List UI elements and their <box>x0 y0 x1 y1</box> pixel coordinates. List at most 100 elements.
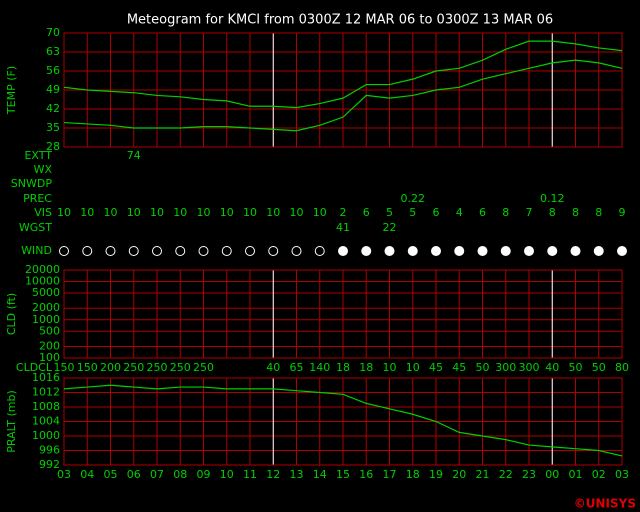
row-label: EXTT <box>24 149 52 162</box>
y-tick-label: 1000 <box>32 429 60 442</box>
station-circle <box>268 246 279 256</box>
row-value: 45 <box>429 361 443 374</box>
row-value: 10 <box>197 206 211 219</box>
station-circle <box>152 246 162 256</box>
x-tick-label: 01 <box>569 468 583 481</box>
y-tick-label: 10000 <box>25 275 60 288</box>
row-value: 8 <box>502 206 509 219</box>
x-tick-label: 11 <box>243 468 257 481</box>
x-tick-label: 04 <box>80 468 94 481</box>
x-tick-label: 16 <box>359 468 373 481</box>
station-circle <box>454 246 465 256</box>
x-tick-label: 18 <box>406 468 420 481</box>
row-value: 50 <box>476 361 490 374</box>
station-circle <box>361 246 372 256</box>
station-circle <box>59 246 69 256</box>
y-tick-label: 1012 <box>32 386 60 399</box>
y-tick-label: 100 <box>39 351 60 364</box>
station-circle <box>128 246 139 256</box>
series-line <box>63 40 623 109</box>
x-tick-label: 21 <box>476 468 490 481</box>
x-tick-label: 05 <box>104 468 118 481</box>
y-tick-label: 1004 <box>32 415 60 428</box>
y-tick-label: 500 <box>39 324 60 337</box>
y-tick-label: 1008 <box>32 400 60 413</box>
station-circle <box>524 246 534 256</box>
row-value: 50 <box>569 361 583 374</box>
x-tick-label: 00 <box>545 468 559 481</box>
row-value: 10 <box>57 206 71 219</box>
y-tick-label: 200 <box>39 339 60 352</box>
station-circle <box>245 246 255 256</box>
row-value: 10 <box>104 206 118 219</box>
x-tick-label: 10 <box>220 468 234 481</box>
row-value: 5 <box>409 206 416 219</box>
row-value: 250 <box>170 361 191 374</box>
y-tick-label: 5000 <box>32 286 60 299</box>
y-axis-label: CLD (ft) <box>5 293 18 335</box>
station-circle <box>570 246 581 256</box>
row-value: 10 <box>313 206 327 219</box>
row-value: 18 <box>336 361 350 374</box>
y-tick-label: 1016 <box>32 371 60 384</box>
row-value: 8 <box>572 206 579 219</box>
x-tick-label: 17 <box>383 468 397 481</box>
station-circle <box>314 246 325 256</box>
station-circle <box>82 246 93 256</box>
series-line <box>63 384 623 457</box>
chart-title: Meteogram for KMCI from 0300Z 12 MAR 06 … <box>127 13 553 28</box>
y-tick-label: 28 <box>46 140 60 153</box>
row-value: 4 <box>456 206 463 219</box>
row-value: 10 <box>127 206 141 219</box>
row-value: 5 <box>386 206 393 219</box>
y-tick-label: 35 <box>46 121 60 134</box>
row-value: 6 <box>363 206 370 219</box>
panel-frame <box>63 32 623 148</box>
row-value: 40 <box>266 361 280 374</box>
row-value: 8 <box>595 206 602 219</box>
row-value: 10 <box>173 206 187 219</box>
x-tick-label: 22 <box>499 468 513 481</box>
row-value: 74 <box>127 149 141 162</box>
row-value: 250 <box>123 361 144 374</box>
row-value: 200 <box>100 361 121 374</box>
row-value: 6 <box>479 206 486 219</box>
y-tick-label: 56 <box>46 64 60 77</box>
x-tick-label: 03 <box>615 468 629 481</box>
footer: ©UNISYS <box>574 497 636 511</box>
station-circle <box>384 246 395 256</box>
row-label: VIS <box>34 206 52 219</box>
station-circle <box>291 246 302 256</box>
row-value: 22 <box>383 221 397 234</box>
row-value: 10 <box>290 206 304 219</box>
row-value: 10 <box>406 361 420 374</box>
row-value: 10 <box>80 206 94 219</box>
x-tick-label: 08 <box>173 468 187 481</box>
row-value: 10 <box>220 206 234 219</box>
x-tick-label: 13 <box>290 468 304 481</box>
row-value: 7 <box>526 206 533 219</box>
row-value: 0.12 <box>540 192 565 205</box>
row-value: 250 <box>147 361 168 374</box>
y-tick-label: 1000 <box>32 313 60 326</box>
y-tick-label: 63 <box>46 45 60 58</box>
x-tick-label: 23 <box>522 468 536 481</box>
x-tick-label: 06 <box>127 468 141 481</box>
row-value: 10 <box>266 206 280 219</box>
y-tick-label: 20000 <box>25 263 60 276</box>
row-value: 300 <box>519 361 540 374</box>
series-line <box>63 59 623 132</box>
row-label: WIND <box>21 244 52 257</box>
x-tick-label: 20 <box>452 468 466 481</box>
panel-frame <box>63 269 623 359</box>
y-tick-label: 70 <box>46 26 60 39</box>
row-value: 65 <box>290 361 304 374</box>
row-label: CLDCL <box>16 361 53 374</box>
y-axis-label: TEMP (F) <box>5 66 18 115</box>
row-value: 80 <box>615 361 629 374</box>
x-tick-label: 12 <box>266 468 280 481</box>
x-tick-label: 07 <box>150 468 164 481</box>
y-tick-label: 992 <box>39 458 60 471</box>
y-axis-label: PRALT (mb) <box>5 390 18 452</box>
station-circle <box>407 246 418 256</box>
